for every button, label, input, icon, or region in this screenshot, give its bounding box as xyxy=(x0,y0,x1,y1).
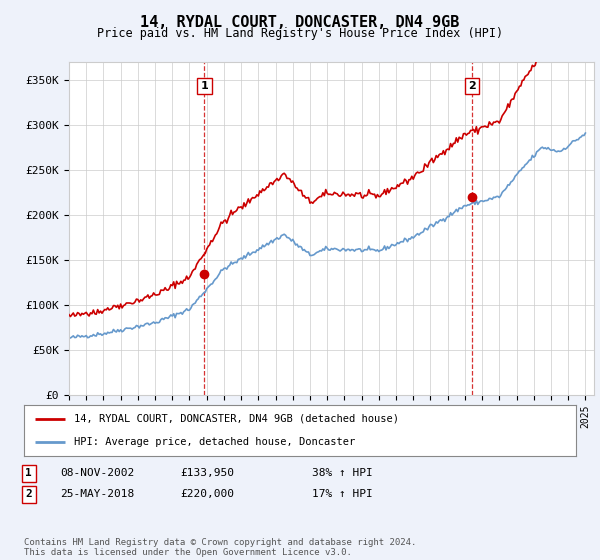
Text: 2: 2 xyxy=(25,489,32,500)
Text: 1: 1 xyxy=(25,468,32,478)
Text: £133,950: £133,950 xyxy=(180,468,234,478)
Text: 1: 1 xyxy=(200,81,208,91)
Text: 17% ↑ HPI: 17% ↑ HPI xyxy=(312,489,373,500)
Text: 38% ↑ HPI: 38% ↑ HPI xyxy=(312,468,373,478)
Text: Contains HM Land Registry data © Crown copyright and database right 2024.
This d: Contains HM Land Registry data © Crown c… xyxy=(24,538,416,557)
Text: 08-NOV-2002: 08-NOV-2002 xyxy=(60,468,134,478)
Text: 25-MAY-2018: 25-MAY-2018 xyxy=(60,489,134,500)
Text: 14, RYDAL COURT, DONCASTER, DN4 9GB (detached house): 14, RYDAL COURT, DONCASTER, DN4 9GB (det… xyxy=(74,414,398,424)
Text: £220,000: £220,000 xyxy=(180,489,234,500)
Text: HPI: Average price, detached house, Doncaster: HPI: Average price, detached house, Donc… xyxy=(74,437,355,447)
Text: 14, RYDAL COURT, DONCASTER, DN4 9GB: 14, RYDAL COURT, DONCASTER, DN4 9GB xyxy=(140,15,460,30)
Text: Price paid vs. HM Land Registry's House Price Index (HPI): Price paid vs. HM Land Registry's House … xyxy=(97,27,503,40)
Text: 2: 2 xyxy=(468,81,476,91)
